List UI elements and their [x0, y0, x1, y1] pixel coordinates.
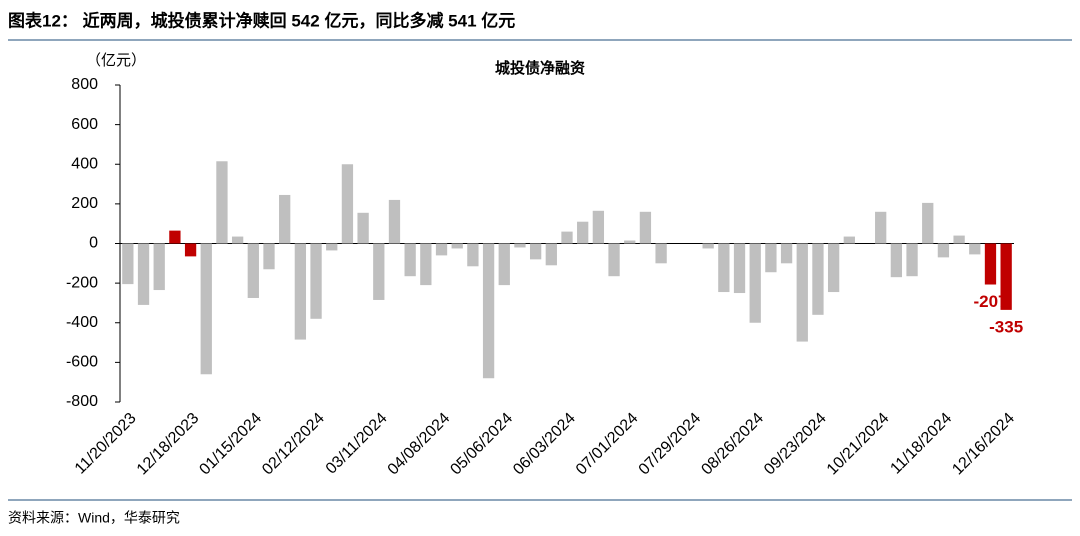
bar	[404, 243, 416, 277]
bar	[922, 202, 934, 244]
bar	[263, 243, 275, 270]
bar	[357, 212, 369, 244]
bar	[984, 243, 997, 285]
bar	[937, 243, 950, 258]
x-tick-label: 12/16/2024	[949, 410, 1018, 479]
x-tick-label: 05/06/2024	[447, 410, 516, 479]
x-tick-label: 03/11/2024	[323, 410, 391, 478]
y-tick-label: -800	[66, 393, 98, 410]
y-tick-label: -200	[66, 274, 98, 291]
bar	[467, 243, 479, 267]
y-unit: （亿元）	[86, 52, 146, 69]
y-tick-label: 600	[71, 116, 98, 133]
bar	[435, 243, 448, 256]
bar	[169, 230, 181, 244]
x-tick-label: 09/23/2024	[761, 410, 830, 479]
y-tick-label: 400	[71, 155, 98, 172]
bar	[279, 194, 291, 244]
bar	[608, 243, 620, 277]
x-tick-label: 02/12/2024	[259, 410, 328, 479]
bar	[247, 243, 259, 298]
y-tick-label: -600	[66, 354, 98, 371]
bar	[451, 243, 463, 249]
bar	[592, 210, 605, 244]
x-tick-label: 07/01/2024	[573, 410, 642, 479]
bar	[184, 243, 197, 257]
figure-title: 图表12： 近两周，城投债累计净赎回 542 亿元，同比多减 541 亿元	[8, 10, 515, 30]
bar	[765, 243, 777, 273]
bar	[875, 211, 887, 244]
source: 资料来源：Wind，华泰研究	[8, 510, 180, 526]
bar	[153, 243, 165, 291]
bar	[326, 243, 338, 251]
y-tick-label: 800	[71, 76, 98, 93]
bar	[529, 243, 542, 260]
bar	[796, 243, 808, 342]
value-label: -207	[973, 292, 1007, 311]
bar	[388, 199, 401, 244]
bar	[843, 236, 855, 244]
y-tick-label: -400	[66, 314, 98, 331]
bar	[514, 243, 526, 248]
bar	[137, 243, 150, 305]
y-tick-label: 200	[71, 195, 98, 212]
bar	[373, 243, 385, 300]
x-tick-label: 06/03/2024	[510, 410, 579, 479]
bar	[702, 243, 714, 249]
bar	[733, 243, 746, 294]
bar	[420, 243, 432, 286]
bar	[639, 211, 652, 244]
bar	[624, 240, 636, 244]
x-tick-label: 11/18/2024	[887, 410, 955, 478]
bar	[969, 243, 981, 255]
bar	[498, 243, 510, 286]
bar	[216, 161, 228, 244]
x-tick-label: 11/20/2023	[72, 410, 140, 478]
bar	[545, 243, 557, 266]
x-tick-label: 12/18/2023	[134, 410, 203, 479]
bar	[827, 243, 840, 293]
bar	[561, 231, 573, 244]
bar	[1000, 243, 1012, 310]
x-tick-label: 01/15/2024	[196, 410, 265, 479]
bar	[341, 164, 354, 244]
bar	[812, 243, 824, 315]
bar	[294, 243, 307, 340]
bar	[231, 236, 244, 244]
bar	[482, 243, 495, 379]
x-tick-label: 10/21/2024	[824, 410, 893, 479]
value-label: -335	[989, 317, 1023, 336]
bar	[890, 243, 903, 278]
bar	[200, 243, 212, 375]
x-tick-label: 07/29/2024	[636, 410, 705, 479]
chart-title: 城投债净融资	[495, 59, 585, 77]
bar	[122, 243, 134, 285]
bar	[780, 243, 793, 264]
bar	[310, 243, 322, 319]
x-tick-label: 08/26/2024	[698, 410, 767, 479]
y-tick-label: 0	[89, 235, 98, 252]
bar	[906, 243, 918, 277]
bar	[718, 243, 730, 293]
x-tick-label: 04/08/2024	[385, 410, 454, 479]
bar	[749, 243, 761, 323]
bar	[953, 235, 965, 244]
bar	[577, 221, 589, 244]
bar	[655, 243, 667, 264]
